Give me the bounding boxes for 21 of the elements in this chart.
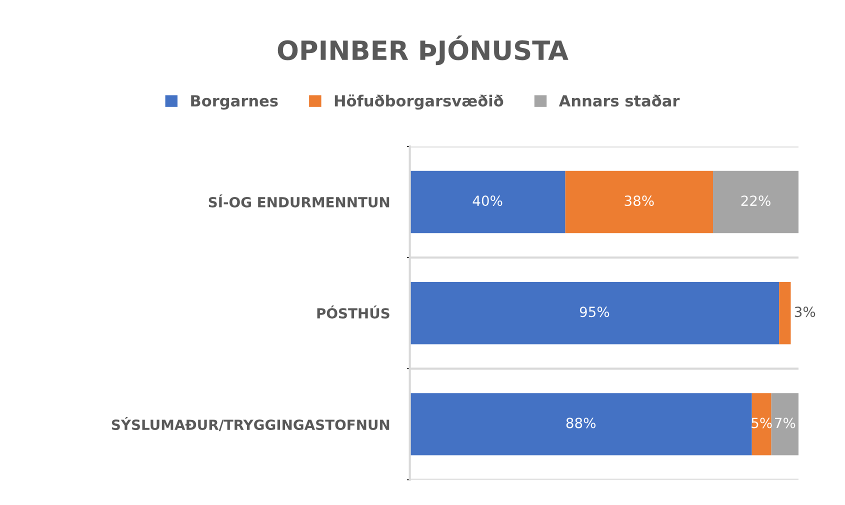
chart-title: OPINBER ÞJÓNUSTA: [278, 35, 568, 66]
y-tick-label: SÍ-OG ENDURMENNTUN: [208, 194, 390, 208]
bar: [410, 170, 566, 234]
y-tick-label: SÝSLUMAÐUR/TRYGGINGASTOFNUN: [112, 416, 390, 432]
legend-label: Höfuðborgarsvæðið: [334, 94, 504, 110]
data-label: 3%: [794, 306, 816, 318]
data-label: 88%: [566, 418, 596, 428]
bar: [713, 170, 799, 234]
bar: [410, 393, 752, 456]
data-label: 7%: [775, 418, 796, 428]
data-label: 95%: [580, 306, 610, 318]
bar: [771, 393, 799, 456]
bar: [779, 282, 791, 344]
legend-label: Borgarnes: [191, 95, 278, 110]
bar: [410, 282, 780, 344]
data-label: 40%: [472, 196, 502, 206]
data-label: 38%: [624, 196, 654, 206]
bar: [565, 170, 714, 234]
legend-label: Annars staðar: [558, 94, 680, 107]
y-tick-label: PÓSTHÚS: [317, 306, 390, 319]
data-label: 22%: [741, 196, 770, 206]
